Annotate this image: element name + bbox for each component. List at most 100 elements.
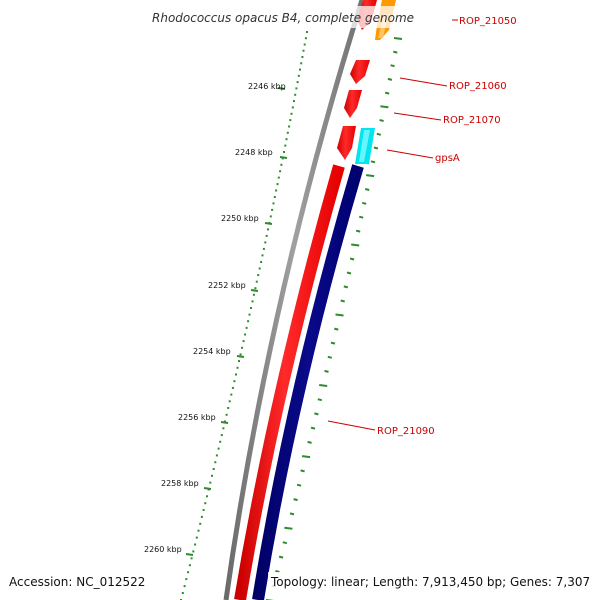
ruler-dot <box>211 474 213 477</box>
genome-backbone <box>223 0 365 600</box>
gene-rop-21060-arrow[interactable] <box>350 60 370 84</box>
ruler-right-tick <box>278 555 284 559</box>
ruler-dot <box>244 333 247 336</box>
ruler-dot <box>250 307 252 309</box>
ruler-dot <box>300 62 303 65</box>
ruler-major-tick <box>236 355 245 358</box>
ruler-dot <box>252 293 255 296</box>
reverse-gene-band <box>252 164 364 600</box>
gene-red-arrow-4[interactable] <box>337 126 356 160</box>
ruler-dot <box>202 509 205 511</box>
ruler-dot <box>280 163 283 166</box>
ruler-dot <box>258 267 261 270</box>
ruler-dot <box>302 49 305 52</box>
ruler-right-tick <box>349 257 355 261</box>
ruler-dot <box>209 481 212 484</box>
gene-label-rop-21060[interactable]: ROP_21060 <box>449 81 507 92</box>
ruler-right-tick <box>289 512 295 516</box>
ruler-dot <box>281 157 284 160</box>
ruler-dot <box>276 183 279 186</box>
ruler-dot <box>190 557 193 560</box>
forward-gene-band <box>234 164 345 600</box>
topology-text: Topology: linear; Length: 7,913,450 bp; … <box>270 575 590 589</box>
gene-label-rop-21050[interactable]: ROP_21050 <box>459 16 517 27</box>
ruler-right-tick <box>300 469 305 473</box>
ruler-dot <box>290 112 293 115</box>
ruler-dot <box>188 564 191 567</box>
ruler-dot <box>267 228 269 231</box>
ruler-dot <box>245 326 248 329</box>
ruler-right-tick <box>327 355 333 359</box>
ruler-dot <box>214 461 217 464</box>
ruler-right-tick <box>387 77 393 81</box>
ruler-right-tick <box>393 50 398 54</box>
ruler-right-tick <box>393 37 403 40</box>
ruler-dot <box>255 280 258 283</box>
ruler-dot <box>199 522 202 525</box>
ruler-dot <box>303 43 306 46</box>
ruler-right-tick <box>319 384 328 387</box>
ruler-right-tick <box>365 174 375 178</box>
ruler-dot <box>293 100 295 103</box>
ruler-dot <box>247 320 250 323</box>
ruler-right-tick <box>351 243 360 247</box>
ruler-dot <box>306 31 308 33</box>
ruler-right-tick <box>379 119 384 122</box>
ruler-right-tick <box>370 160 376 164</box>
ruler-dot <box>273 196 276 198</box>
ruler-dot <box>222 427 225 430</box>
ruler-dot <box>215 454 218 457</box>
gene-label-connectors <box>327 19 458 431</box>
ruler-dot <box>183 585 186 588</box>
ruler-dot <box>242 340 245 343</box>
ruler-right-tick <box>293 498 298 502</box>
ruler-label-2260: 2260 kbp <box>144 545 182 554</box>
ruler-dot <box>197 529 200 532</box>
gene-label-rop-21070[interactable]: ROP_21070 <box>443 115 501 126</box>
ruler-label-2254: 2254 kbp <box>193 347 231 356</box>
ruler-dot <box>275 189 278 192</box>
ruler-major-tick <box>185 553 194 556</box>
ruler-dot <box>236 366 239 369</box>
ruler-dot <box>257 274 260 277</box>
ruler-dot <box>224 420 226 423</box>
gene-label-rop-21090[interactable]: ROP_21090 <box>377 426 435 437</box>
ruler-dot <box>194 543 197 546</box>
gene-gpsA[interactable] <box>355 128 375 164</box>
topology-backing <box>268 572 594 592</box>
ruler-right-tick <box>282 541 288 545</box>
ruler-dot <box>277 176 280 179</box>
ruler-dot <box>264 241 267 244</box>
ruler-right-ticks <box>266 37 403 600</box>
ruler-dot <box>204 502 207 505</box>
ruler-right-tick <box>384 91 390 95</box>
ruler-dot <box>269 215 272 218</box>
ruler-label-2250: 2250 kbp <box>221 214 259 223</box>
gene-rop-21070-arrow[interactable] <box>344 90 362 118</box>
ruler-major-tick <box>220 421 229 424</box>
ruler-right-tick <box>346 271 352 275</box>
ruler-dot <box>239 353 242 356</box>
ruler-dot <box>251 300 254 303</box>
ruler-dot <box>284 144 287 147</box>
ruler-dot <box>272 202 275 205</box>
ruler-dot <box>262 247 265 250</box>
ruler-label-2252: 2252 kbp <box>208 281 246 290</box>
ruler-right-tick <box>301 455 311 459</box>
gene-label-gpsa[interactable]: gpsA <box>435 153 460 164</box>
ruler-dot <box>206 495 208 498</box>
ruler-dot <box>301 56 304 58</box>
ruler-dot <box>228 400 231 403</box>
ruler-right-tick <box>376 132 382 136</box>
ruler-dot <box>291 106 294 109</box>
ruler-major-tick <box>250 289 259 292</box>
accession-backing <box>4 572 154 592</box>
ruler-dot <box>296 81 299 84</box>
ruler-dot <box>217 447 220 450</box>
ruler-right-tick <box>317 398 323 402</box>
ruler-dot <box>233 380 236 383</box>
ruler-right-tick <box>275 570 280 573</box>
ruler-dot <box>254 287 257 290</box>
ruler-right-tick <box>340 299 345 303</box>
